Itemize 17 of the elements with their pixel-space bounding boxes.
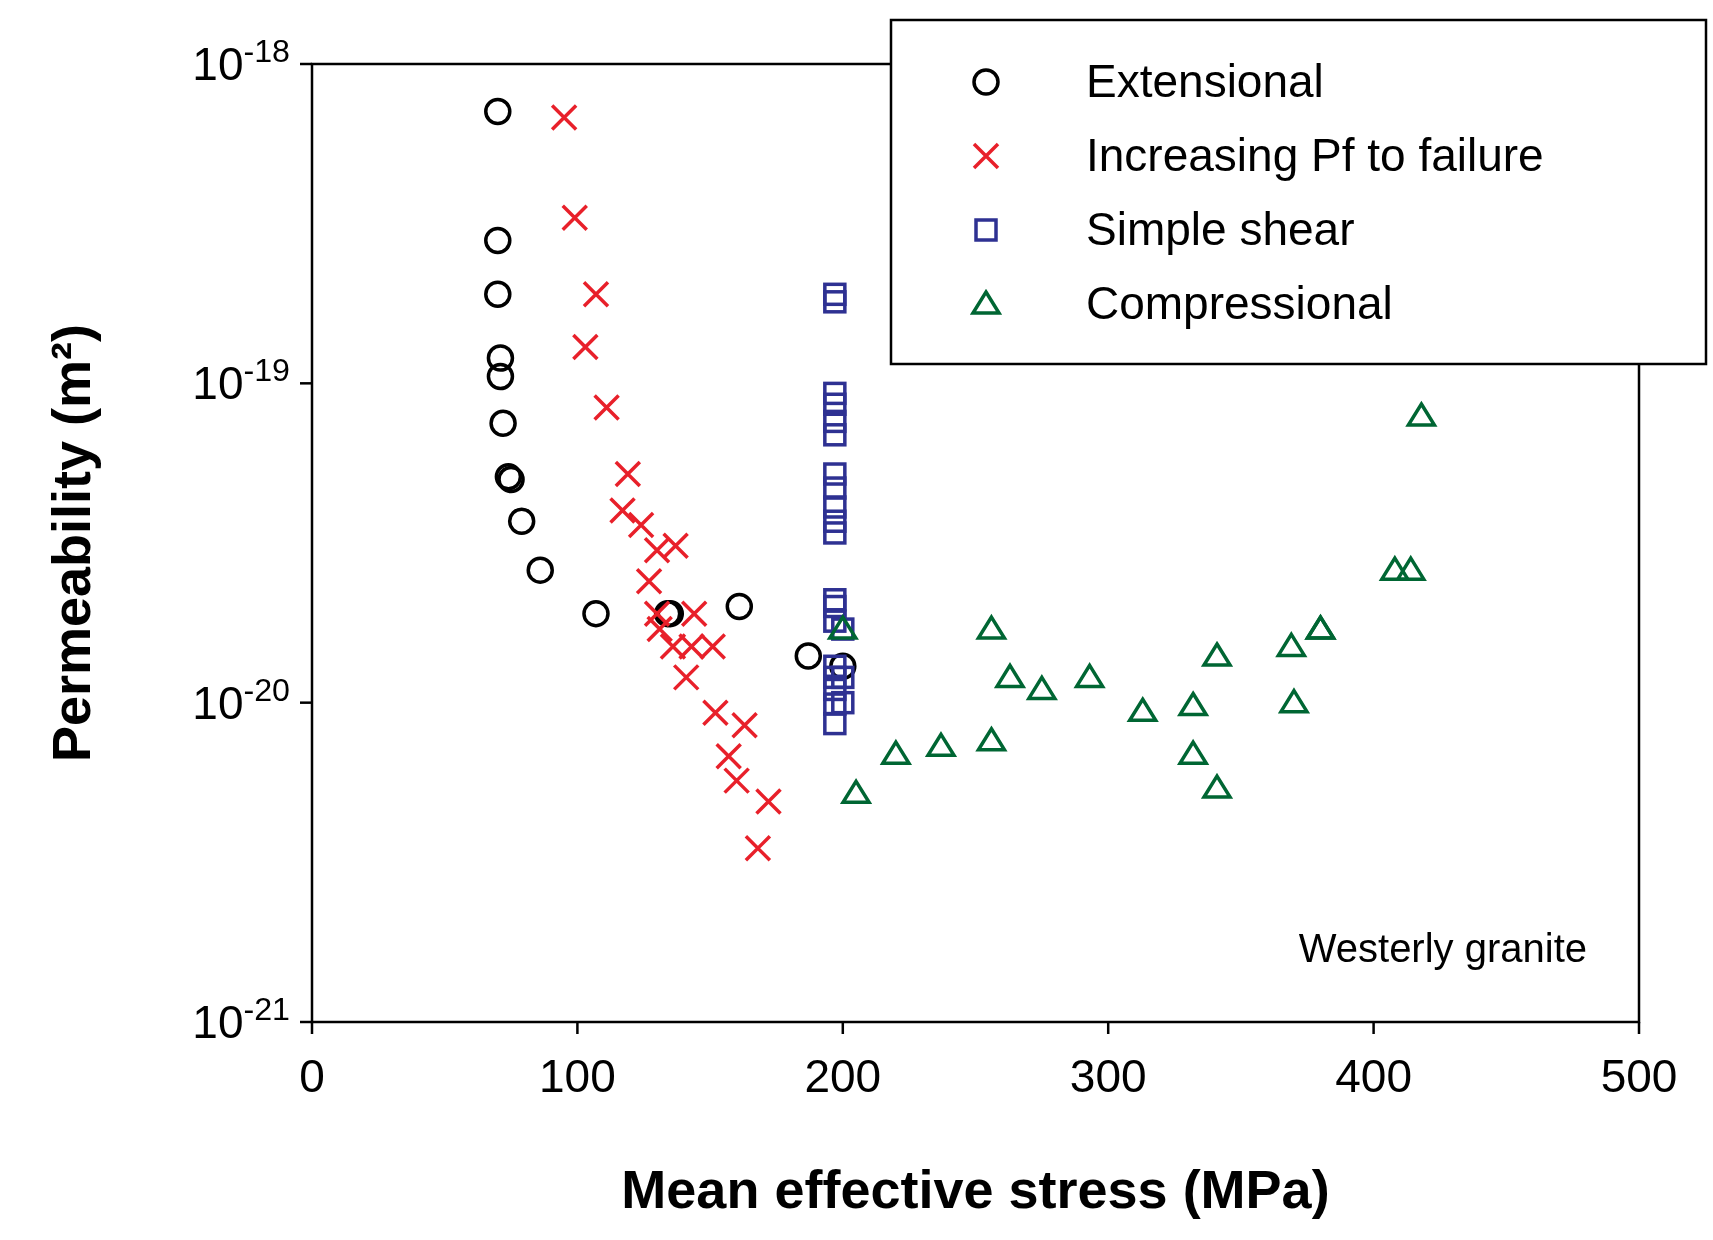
x-tick-label: 0	[299, 1050, 325, 1102]
x-tick-label: 100	[539, 1050, 616, 1102]
y-axis-title: Permeability (m²)	[41, 323, 101, 763]
x-tick-label: 200	[804, 1050, 882, 1102]
annotation: Westerly granite	[1298, 926, 1587, 970]
y-tick-label: 10$^{-19}$	[192, 352, 290, 410]
legend-label: Compressional	[1086, 277, 1393, 329]
x-tick-label: 400	[1335, 1050, 1412, 1102]
y-tick-label: 10$^{-20}$	[192, 671, 290, 729]
legend-label: Simple shear	[1086, 203, 1355, 255]
x-tick-label: 500	[1600, 1050, 1678, 1102]
x-tick-label: 300	[1069, 1050, 1147, 1102]
y-tick-label: 10$^{-18}$	[192, 33, 290, 90]
legend-label: Extensional	[1086, 55, 1324, 107]
y-tick-label: 10$^{-21}$	[192, 991, 290, 1048]
x-axis-title: Mean effective stress (MPa)	[621, 1159, 1330, 1219]
legend-label: Increasing Pf to failure	[1086, 129, 1544, 181]
